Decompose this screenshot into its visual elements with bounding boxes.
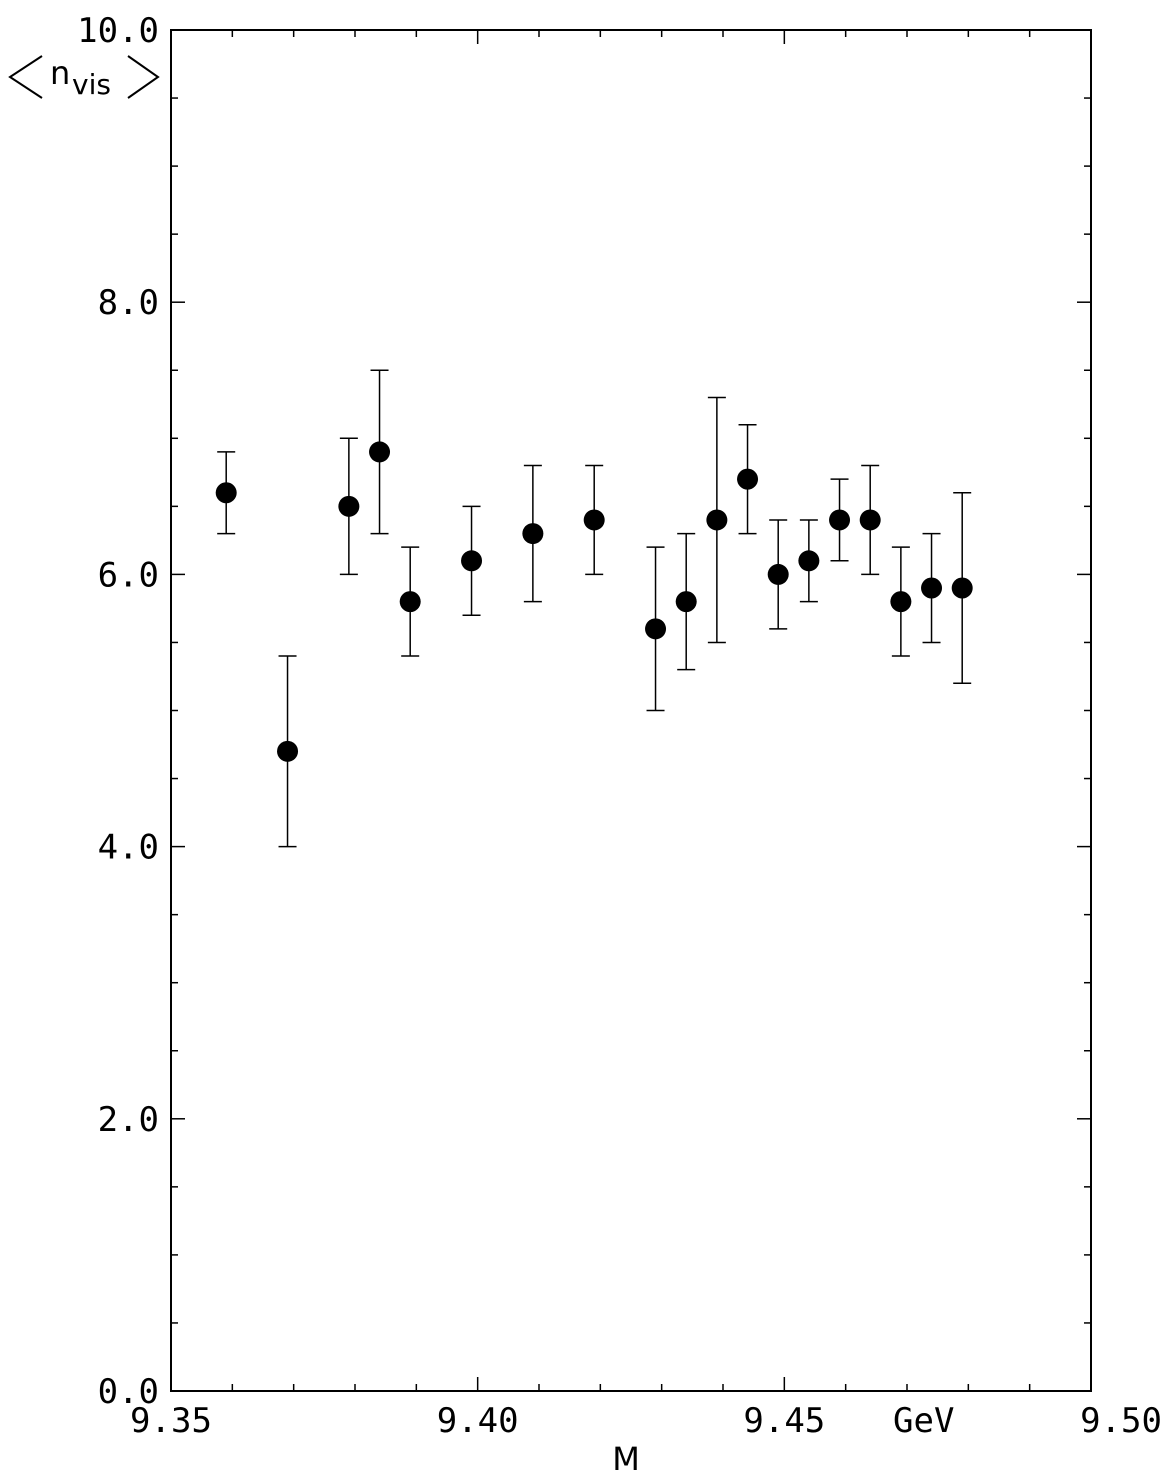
data-point — [829, 509, 851, 531]
data-point — [522, 523, 544, 545]
x-axis: 9.35 9.40 9.45 9.50 — [130, 30, 1162, 1441]
data-point — [921, 577, 943, 599]
data-point — [461, 550, 483, 572]
data-point — [798, 550, 820, 572]
data-point — [675, 591, 697, 613]
y-tick-label: 4.0 — [98, 828, 159, 868]
data-point — [737, 468, 759, 490]
x-tick-label: 9.50 — [1080, 1401, 1162, 1441]
y-tick-label: 6.0 — [98, 555, 159, 595]
y-axis-title: n vis — [8, 54, 160, 101]
y-tick-label: 0.0 — [98, 1372, 159, 1412]
y-tick-label: 10.0 — [77, 11, 159, 51]
data-point — [215, 482, 237, 504]
x-axis-label: M — [612, 1440, 640, 1474]
data-point — [583, 509, 605, 531]
x-tick-label: 9.35 — [130, 1401, 212, 1441]
x-tick-label: 9.45 — [743, 1401, 825, 1441]
data-point — [859, 509, 881, 531]
y-tick-label: 8.0 — [98, 283, 159, 323]
data-point — [767, 563, 789, 585]
y-axis-label-main: n — [50, 54, 70, 92]
data-point — [399, 591, 421, 613]
x-tick-label: 9.40 — [437, 1401, 519, 1441]
data-point — [645, 618, 667, 640]
plot-border — [170, 29, 1092, 1392]
data-point — [338, 495, 360, 517]
left-angle-bracket — [8, 55, 43, 99]
error-bars — [217, 369, 972, 848]
y-tick-label: 2.0 — [98, 1100, 159, 1140]
y-axis-label-sub: vis — [72, 68, 111, 101]
x-axis-unit: GeV — [893, 1401, 954, 1441]
svg-text:n: n — [50, 54, 70, 92]
svg-text:vis: vis — [72, 68, 111, 101]
data-points — [215, 441, 973, 762]
data-point — [277, 740, 299, 762]
data-point — [951, 577, 973, 599]
right-angle-bracket — [127, 55, 160, 99]
data-point — [369, 441, 391, 463]
plot-frame — [170, 29, 1092, 1392]
data-point — [706, 509, 728, 531]
data-point — [890, 591, 912, 613]
y-axis: 0.0 2.0 4.0 6.0 8.0 10.0 — [77, 11, 1091, 1412]
